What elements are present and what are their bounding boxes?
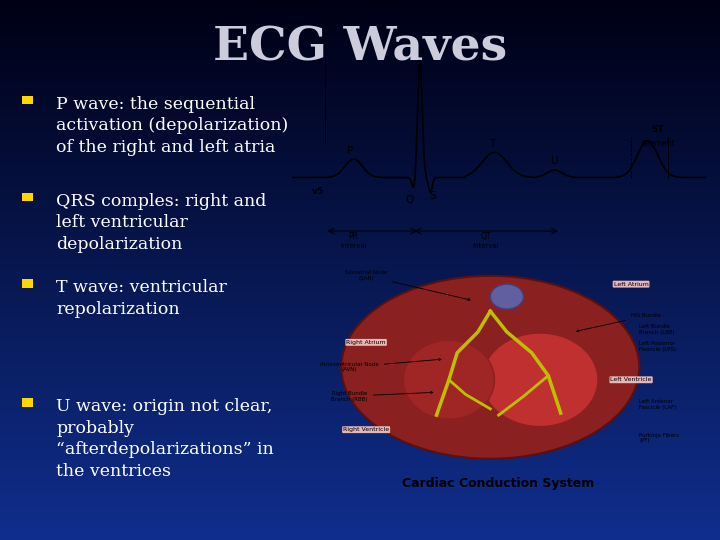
Text: P wave: the sequential
activation (depolarization)
of the right and left atria: P wave: the sequential activation (depol… [56,96,289,156]
Ellipse shape [403,340,495,419]
Text: P: P [348,146,354,156]
Text: segment: segment [642,139,675,148]
Text: QT: QT [481,232,492,241]
Text: S: S [429,191,436,201]
Text: ST: ST [652,125,665,134]
Text: Cardiac Conduction System: Cardiac Conduction System [402,477,595,490]
Text: Left Ventricle: Left Ventricle [611,377,652,382]
Text: Left Posterior
Fascicle (LPS): Left Posterior Fascicle (LPS) [639,341,677,352]
Text: Sinoatrial Node
(SAN): Sinoatrial Node (SAN) [345,270,470,300]
Text: R: R [418,48,426,57]
Text: Left Bundle
Branch (LBB): Left Bundle Branch (LBB) [639,325,675,335]
Text: Q: Q [405,194,414,205]
Text: ECG Waves: ECG Waves [213,24,507,70]
Text: HIS Bundle: HIS Bundle [577,313,661,332]
Text: interval: interval [473,243,500,249]
Ellipse shape [490,284,523,309]
Text: U: U [550,156,558,166]
FancyBboxPatch shape [22,193,33,201]
FancyBboxPatch shape [22,96,33,104]
Text: QRS comples: right and
left ventricular
depolarization: QRS comples: right and left ventricular … [56,193,266,253]
Text: Atrioventricular Node
(AVN): Atrioventricular Node (AVN) [320,359,441,373]
Ellipse shape [482,333,598,427]
Text: v5: v5 [312,187,325,196]
Text: Purkinje Fibers
(PF): Purkinje Fibers (PF) [639,433,680,443]
Text: Left Atrium: Left Atrium [613,282,649,287]
Text: Right Atrium: Right Atrium [346,340,386,345]
Text: interval: interval [341,243,367,249]
Text: T wave: ventricular
repolarization: T wave: ventricular repolarization [56,279,227,318]
Text: Right Bundle
Branch (RBB): Right Bundle Branch (RBB) [331,391,433,402]
Text: U wave: origin not clear,
probably
“afterdepolarizations” in
the ventrices: U wave: origin not clear, probably “afte… [56,398,274,480]
Text: T: T [490,139,496,150]
Text: PR: PR [348,232,359,241]
Text: Left Anterior
Fascicle (LAF): Left Anterior Fascicle (LAF) [639,399,677,410]
FancyBboxPatch shape [22,398,33,407]
Text: Right Ventricle: Right Ventricle [343,427,390,432]
FancyBboxPatch shape [22,279,33,288]
Ellipse shape [341,276,639,459]
